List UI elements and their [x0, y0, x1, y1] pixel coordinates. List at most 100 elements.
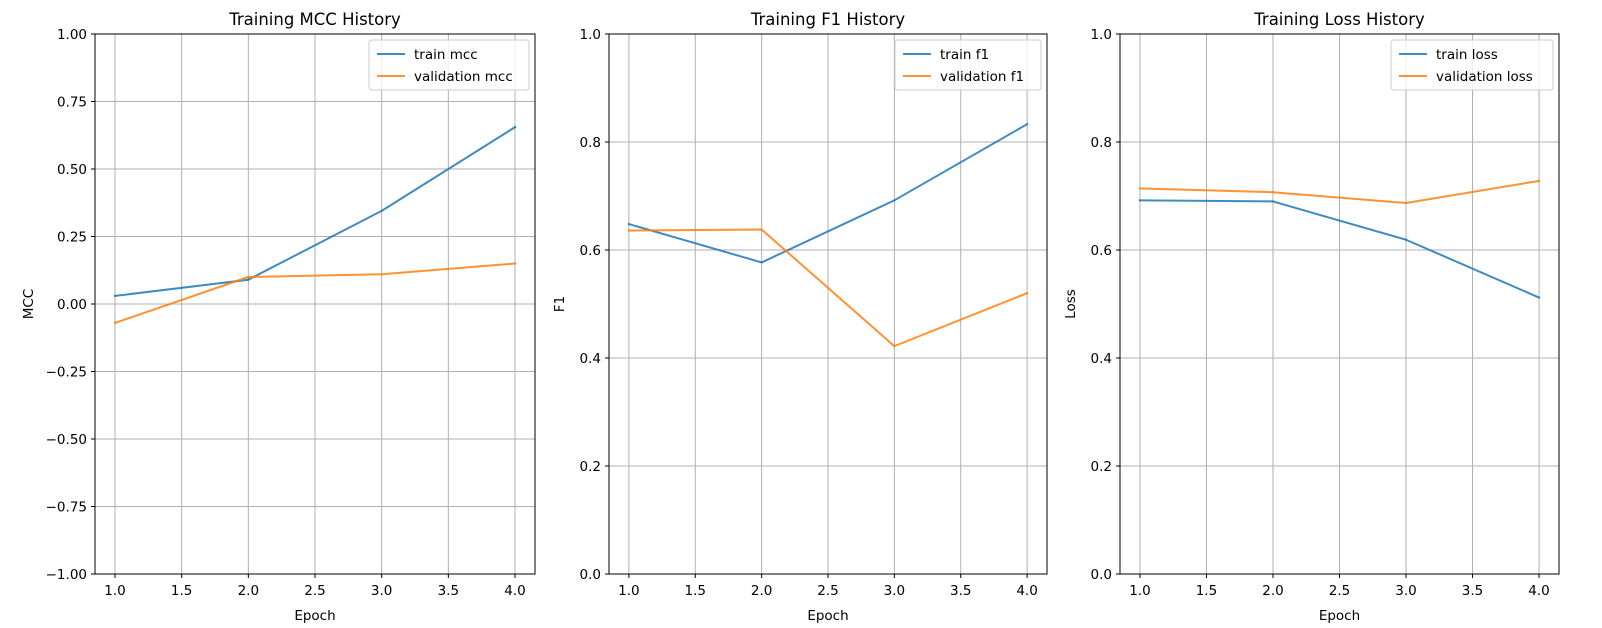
data-point: [1405, 202, 1408, 205]
x-tick-label: 2.0: [751, 583, 772, 599]
series-line-train-f1: [627, 122, 1029, 264]
x-tick-label: 4.0: [1528, 583, 1549, 599]
y-tick-label: 0.4: [1091, 351, 1112, 367]
series-line-validation-mcc: [113, 262, 517, 325]
data-point: [760, 228, 763, 231]
data-point: [514, 126, 516, 129]
y-tick-label: 0.50: [57, 162, 87, 178]
chart-title: Training Loss History: [1253, 10, 1425, 29]
x-tick-label: 1.5: [171, 583, 192, 599]
data-point: [114, 321, 116, 324]
x-axis-label: Epoch: [294, 608, 335, 624]
x-axis-label: Epoch: [1319, 608, 1360, 624]
x-tick-label: 4.0: [1016, 583, 1037, 599]
x-tick-label: 2.0: [238, 583, 259, 599]
chart-title: Training MCC History: [228, 10, 401, 29]
data-point: [1138, 199, 1141, 202]
y-tick-label: 0.0: [580, 567, 601, 583]
y-tick-label: −0.75: [46, 500, 87, 516]
x-tick-label: 2.5: [1329, 583, 1350, 599]
y-tick-label: 0.00: [57, 297, 87, 313]
data-point: [1271, 191, 1274, 194]
data-point: [114, 294, 116, 297]
legend-box: [894, 39, 1042, 91]
y-tick-label: −1.00: [46, 567, 87, 583]
x-tick-label: 3.0: [1395, 583, 1416, 599]
data-point: [380, 209, 383, 212]
legend-label: validation loss: [1436, 69, 1533, 85]
x-axis-label: Epoch: [807, 608, 848, 624]
chart-panel-3: 1.0 1.5 2.0 2.5 3.0 3.5 4.0 0.0 0.2 0.4 0.6 0.8 1.0 T…: [1063, 10, 1560, 624]
y-tick-label: −0.25: [46, 365, 87, 381]
y-tick-label: 0.0: [1091, 567, 1112, 583]
x-tick-label: 1.0: [618, 583, 639, 599]
legend-label: train f1: [940, 47, 989, 63]
series-line-validation-loss: [1138, 179, 1541, 205]
data-point: [247, 278, 250, 281]
legend-box: [1390, 39, 1554, 91]
y-tick-label: 0.2: [580, 459, 601, 475]
legend-label: train mcc: [414, 47, 478, 63]
data-point: [380, 273, 383, 276]
series-line-train-mcc: [113, 125, 517, 298]
data-point: [247, 276, 250, 278]
grid: [95, 33, 535, 575]
y-tick-label: 0.6: [1091, 243, 1112, 259]
data-point: [760, 261, 763, 264]
y-axis-label: Loss: [1063, 289, 1079, 319]
y-axis-label: MCC: [21, 289, 37, 320]
data-point: [893, 199, 896, 202]
data-point: [1405, 238, 1408, 241]
legend-label: validation mcc: [414, 69, 513, 85]
chart-panel-2: 1.0 1.5 2.0 2.5 3.0 3.5 4.0 0.0 0.2 0.4 0.6 0.8 1.0 T…: [552, 10, 1048, 624]
y-tick-label: 0.8: [1091, 135, 1112, 151]
legend: train f1 validation f1: [894, 39, 1042, 91]
legend-box: [368, 39, 530, 91]
y-tick-label: −0.50: [46, 432, 87, 448]
x-tick-label: 4.0: [504, 583, 525, 599]
data-point: [514, 262, 516, 265]
legend: train loss validation loss: [1390, 39, 1554, 91]
data-point: [627, 229, 630, 232]
x-tick-label: 1.5: [685, 583, 706, 599]
data-point: [1271, 200, 1274, 203]
grid: [609, 33, 1047, 575]
y-tick-label: 0.4: [580, 351, 601, 367]
data-point: [627, 223, 630, 226]
series-line-validation-f1: [627, 228, 1029, 348]
data-point: [1538, 179, 1541, 182]
y-tick-label: 0.6: [580, 243, 601, 259]
y-axis-label: F1: [552, 296, 568, 312]
y-tick-label: 1.0: [580, 27, 601, 43]
x-tick-label: 2.0: [1262, 583, 1283, 599]
data-point: [1026, 123, 1029, 126]
y-tick-label: 1.00: [57, 27, 87, 43]
x-tick-label: 3.5: [438, 583, 459, 599]
x-tick-label: 3.5: [950, 583, 971, 599]
x-tick-label: 2.5: [817, 583, 838, 599]
x-tick-label: 3.0: [371, 583, 392, 599]
x-tick-label: 3.5: [1462, 583, 1483, 599]
chart-title: Training F1 History: [750, 10, 906, 29]
data-point: [893, 345, 896, 348]
data-point: [1138, 187, 1141, 190]
y-tick-label: 0.2: [1091, 459, 1112, 475]
x-tick-label: 1.5: [1196, 583, 1217, 599]
x-tick-label: 3.0: [884, 583, 905, 599]
legend-label: validation f1: [940, 69, 1024, 85]
legend: train mcc validation mcc: [368, 39, 530, 91]
y-tick-label: 0.25: [57, 230, 87, 246]
y-tick-label: 0.8: [580, 135, 601, 151]
data-point: [1026, 292, 1029, 295]
y-tick-label: 0.75: [57, 95, 87, 111]
legend-label: train loss: [1436, 47, 1498, 63]
x-tick-label: 1.0: [104, 583, 125, 599]
x-tick-label: 1.0: [1129, 583, 1150, 599]
chart-panel-1: 1.0 1.5 2.0 2.5 3.0 3.5 4.0 −1.00 −0.75 −0.50 −0.2…: [21, 10, 536, 624]
series-line-train-loss: [1138, 199, 1541, 299]
y-tick-label: 1.0: [1091, 27, 1112, 43]
data-point: [1538, 296, 1541, 299]
grid: [1120, 33, 1559, 575]
x-tick-label: 2.5: [304, 583, 325, 599]
